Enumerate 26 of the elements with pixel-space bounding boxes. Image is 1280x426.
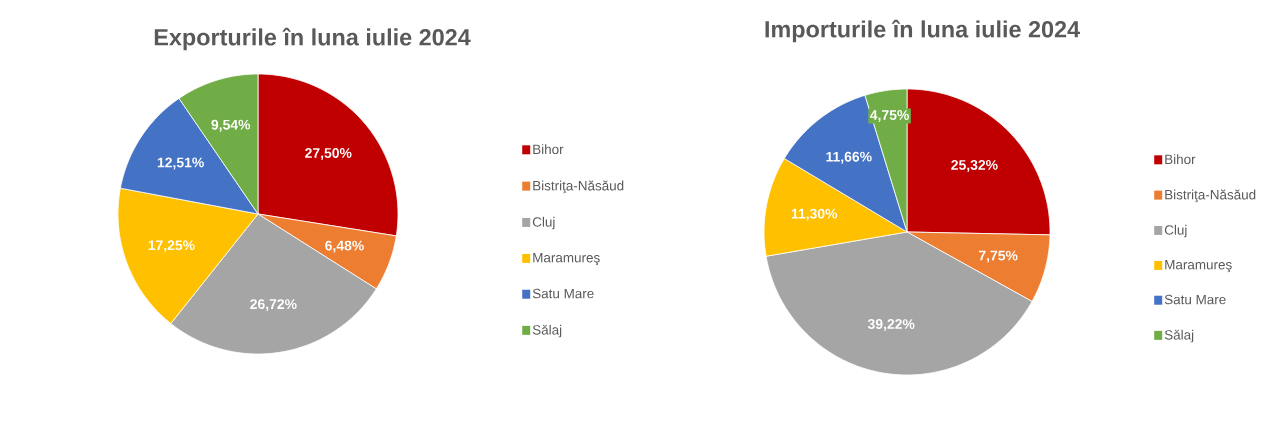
chart-title: Exporturile în luna iulie 2024: [154, 27, 471, 51]
legend-label: Sălaj: [1164, 329, 1194, 343]
data-label: 11,30%: [791, 208, 838, 221]
legend-label: Satu Mare: [1164, 294, 1226, 305]
data-label: 25,32%: [951, 159, 998, 172]
data-label: 7,75%: [978, 250, 1018, 263]
data-label: 4,75%: [870, 110, 909, 122]
data-label: 12,51%: [157, 157, 204, 170]
legend-label: Bistriţa-Năsăud: [1165, 189, 1256, 203]
data-label: 9,54%: [211, 119, 251, 132]
data-label: 11,66%: [826, 151, 872, 164]
data-label: 26,72%: [250, 299, 297, 312]
legend-label: Cluj: [1164, 224, 1187, 238]
legend-label: Maramureş: [533, 253, 600, 266]
legend-label: Bihor: [533, 144, 564, 155]
legend-label: Bistriţa-Năsăud: [533, 180, 624, 194]
chart-title: Importurile în luna iulie 2024: [765, 19, 1080, 43]
legend-label: Satu Mare: [532, 288, 594, 299]
data-label: 27,50%: [305, 148, 352, 160]
legend-label: Cluj: [532, 216, 555, 230]
data-label: 17,25%: [148, 240, 195, 253]
data-label: 6,48%: [325, 240, 364, 253]
legend-label: Maramureş: [1165, 260, 1232, 273]
data-label: 39,22%: [867, 319, 915, 331]
legend-label: Bihor: [1165, 154, 1196, 165]
legend-label: Sălaj: [532, 324, 562, 338]
